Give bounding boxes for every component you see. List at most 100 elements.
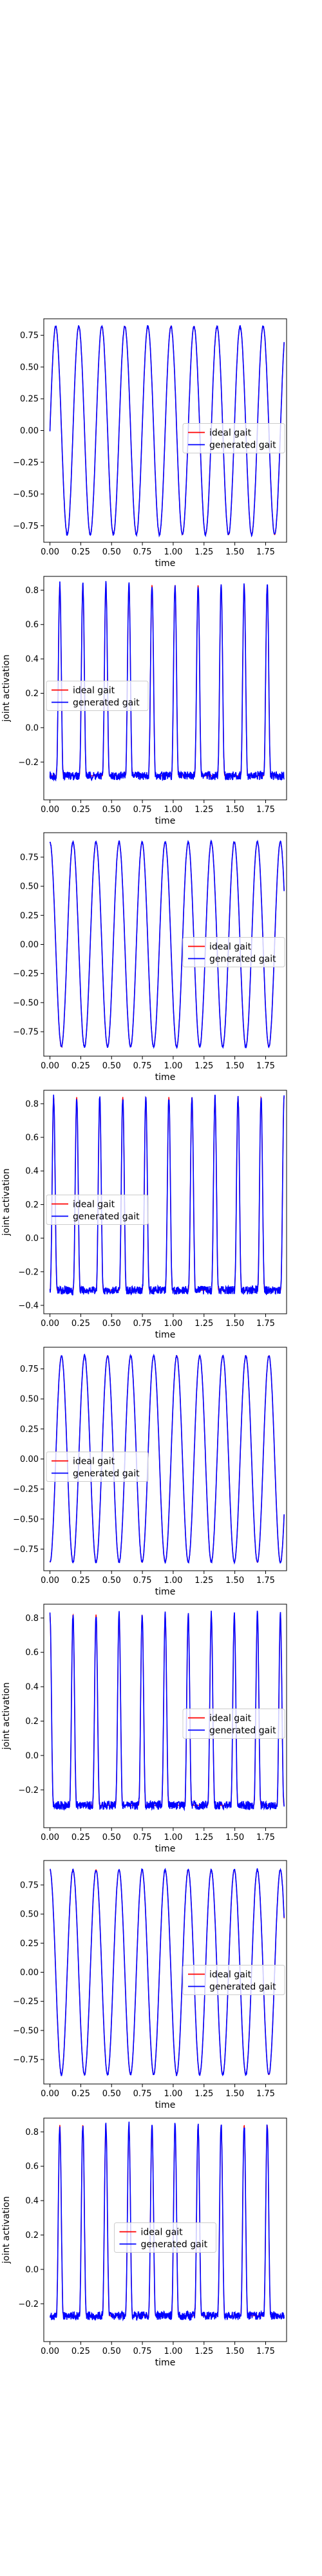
chart-4: 0.00 0.25 0.50 0.75 1.00 1.25 1.50 1.75 −0.4 −0.2… xyxy=(1,1090,287,1340)
legend-entry: generated gait xyxy=(73,1469,140,1479)
x-tick-label: 0.25 xyxy=(71,547,90,557)
y-axis-label: joint activation xyxy=(1,2196,12,2264)
y-tick-label: 0.75 xyxy=(20,1365,39,1374)
y-tick-label: 0.0 xyxy=(25,2265,39,2275)
y-tick-label: −0.2 xyxy=(18,2300,39,2309)
legend-entry: ideal gait xyxy=(209,1970,252,1980)
legend-entry: ideal gait xyxy=(209,428,252,439)
legend-entry: generated gait xyxy=(73,1212,140,1222)
y-axis-label: joint activation xyxy=(1,1682,12,1750)
y-tick-label: 0.00 xyxy=(20,940,39,950)
x-tick-label: 1.25 xyxy=(194,547,213,557)
x-axis-label: time xyxy=(155,816,176,826)
y-axis-label: joint activation xyxy=(1,1168,12,1236)
y-tick-label: −0.75 xyxy=(13,522,39,531)
legend: ideal gait generated gait xyxy=(46,1195,149,1225)
series-line-generated xyxy=(49,581,285,782)
x-tick-label: 0.00 xyxy=(41,805,59,815)
y-tick-label: 0.0 xyxy=(25,723,39,733)
x-tick-label: 0.50 xyxy=(102,547,121,557)
x-tick-label: 0.50 xyxy=(102,2347,121,2356)
x-axis-label: time xyxy=(155,1072,176,1083)
x-tick-label: 0.75 xyxy=(133,1833,152,1842)
y-tick-label: 0.25 xyxy=(20,1939,39,1949)
x-tick-label: 1.75 xyxy=(256,2347,275,2356)
y-tick-label: 0.50 xyxy=(20,363,39,372)
y-tick-label: 0.6 xyxy=(25,620,39,630)
x-axis-label: time xyxy=(155,2100,176,2110)
x-tick-label: 0.50 xyxy=(102,1576,121,1586)
x-axis-label: time xyxy=(155,2358,176,2368)
x-tick-label: 1.25 xyxy=(194,1319,213,1329)
y-tick-label: −0.25 xyxy=(13,1997,39,2007)
x-tick-label: 1.75 xyxy=(256,2089,275,2099)
x-tick-label: 1.75 xyxy=(256,1061,275,1071)
legend-box xyxy=(182,423,285,453)
x-tick-label: 0.75 xyxy=(133,805,152,815)
series-line-generated xyxy=(49,1611,285,1812)
x-tick-label: 0.75 xyxy=(133,1319,152,1329)
x-tick-label: 0.75 xyxy=(133,1061,152,1071)
y-tick-label: 0.2 xyxy=(25,1200,39,1210)
series-line-generated xyxy=(49,1353,285,1565)
x-tick-label: 0.00 xyxy=(41,1576,59,1586)
x-tick-label: 1.75 xyxy=(256,547,275,557)
y-tick-label: −0.50 xyxy=(13,998,39,1008)
x-tick-label: 1.00 xyxy=(164,1319,182,1329)
x-tick-label: 1.00 xyxy=(164,805,182,815)
y-tick-label: 0.4 xyxy=(25,2197,39,2206)
x-tick-label: 1.50 xyxy=(225,1833,244,1842)
x-tick-label: 1.00 xyxy=(164,2347,182,2356)
x-tick-label: 1.00 xyxy=(164,1576,182,1586)
legend: ideal gait generated gait xyxy=(114,2222,216,2253)
x-tick-label: 1.25 xyxy=(194,2089,213,2099)
x-tick-label: 1.50 xyxy=(225,1319,244,1329)
legend-entry: generated gait xyxy=(141,2240,208,2250)
x-tick-label: 0.50 xyxy=(102,805,121,815)
y-tick-label: 0.75 xyxy=(20,853,39,862)
y-tick-label: −0.25 xyxy=(13,458,39,468)
legend-box xyxy=(46,681,149,711)
x-tick-label: 1.50 xyxy=(225,1576,244,1586)
x-tick-label: 0.00 xyxy=(41,547,59,557)
x-tick-label: 0.25 xyxy=(71,2089,90,2099)
x-axis-label: time xyxy=(155,1587,176,1597)
y-tick-label: 0.0 xyxy=(25,1751,39,1761)
y-tick-label: 0.2 xyxy=(25,2231,39,2240)
y-tick-label: 0.4 xyxy=(25,1167,39,1177)
y-tick-label: −0.75 xyxy=(13,1545,39,1555)
x-tick-label: 1.25 xyxy=(194,1833,213,1842)
y-tick-label: −0.50 xyxy=(13,1515,39,1524)
legend-box xyxy=(182,1709,285,1739)
y-tick-label: −0.50 xyxy=(13,490,39,500)
x-tick-label: 0.25 xyxy=(71,1319,90,1329)
x-tick-label: 0.00 xyxy=(41,1833,59,1842)
x-tick-label: 1.00 xyxy=(164,1833,182,1842)
chart-5: 0.00 0.25 0.50 0.75 1.00 1.25 1.50 1.75 −0.75 −0.… xyxy=(13,1347,287,1597)
chart-7: 0.00 0.25 0.50 0.75 1.00 1.25 1.50 1.75 −0.75 −0.… xyxy=(13,1860,287,2110)
legend-entry: ideal gait xyxy=(141,2228,184,2238)
y-tick-label: 0.00 xyxy=(20,426,39,436)
y-tick-label: 0.00 xyxy=(20,1455,39,1464)
y-tick-label: 0.4 xyxy=(25,655,39,665)
x-tick-label: 0.00 xyxy=(41,2089,59,2099)
x-tick-label: 1.25 xyxy=(194,805,213,815)
x-tick-label: 1.50 xyxy=(225,2089,244,2099)
legend-box xyxy=(182,1965,285,1995)
chart-1: 0.00 0.25 0.50 0.75 1.00 1.25 1.50 1.75 −0.75 −0.… xyxy=(13,318,287,569)
y-tick-label: 0.50 xyxy=(20,1395,39,1405)
x-tick-label: 0.25 xyxy=(71,1833,90,1842)
series-line-generated xyxy=(49,1094,285,1296)
y-tick-label: −0.75 xyxy=(13,2056,39,2065)
x-tick-label: 1.25 xyxy=(194,1576,213,1586)
x-tick-label: 0.25 xyxy=(71,1061,90,1071)
x-tick-label: 1.25 xyxy=(194,1061,213,1071)
x-tick-label: 1.50 xyxy=(225,547,244,557)
x-tick-label: 1.75 xyxy=(256,1833,275,1842)
x-tick-label: 1.50 xyxy=(225,1061,244,1071)
legend-entry: ideal gait xyxy=(73,1200,115,1210)
